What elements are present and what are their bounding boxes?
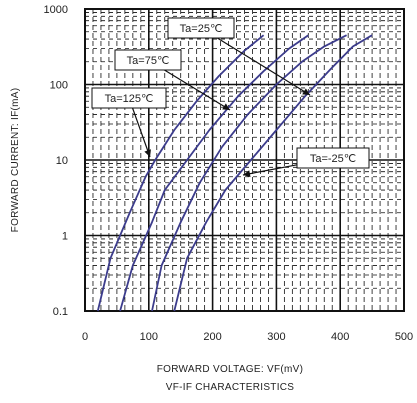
series-line-2 (151, 34, 348, 312)
annotation-group: Ta=25℃ Ta=75℃ Ta=125℃ Ta=-25℃ (91, 17, 370, 178)
annotation-box (91, 87, 167, 109)
series-line-3 (173, 34, 373, 312)
annotation-arrow-head (222, 103, 230, 110)
x-axis-label: FORWARD VOLTAGE: VF(mV) (157, 364, 304, 375)
annotation-box (167, 17, 235, 39)
chart-title: VF-IF CHARACTERISTICS (166, 382, 295, 393)
annotation-label: Ta=125℃ (105, 93, 154, 105)
annotation-label: Ta=-25℃ (310, 153, 356, 165)
annotation-arrow-line (164, 69, 231, 111)
y-axis-label: FORWARD CURRENT: IF(mA) (10, 88, 21, 233)
annotation-box (114, 49, 182, 71)
x-tick-label: 0 (82, 331, 88, 343)
annotation-arrow-head (144, 149, 151, 157)
annotation-arrow-line (131, 107, 151, 158)
x-tick-label: 100 (140, 331, 158, 343)
y-tick-label: 0.1 (53, 306, 68, 318)
y-tick-label: 1000 (44, 4, 68, 16)
series-line-1 (119, 34, 309, 312)
annotation-arrow-head (243, 170, 251, 178)
x-tick-label: 400 (331, 331, 349, 343)
grid-group (84, 8, 405, 312)
series-group (96, 34, 373, 312)
x-tick-label: 300 (267, 331, 285, 343)
annotation-arrow-line (216, 37, 311, 96)
annotation-label: Ta=75℃ (127, 55, 170, 67)
plot-frame (84, 8, 405, 312)
y-tick-label: 100 (50, 80, 68, 92)
annotation-box (296, 147, 370, 169)
y-tick-label: 1 (62, 231, 68, 243)
annotation-arrow-head (302, 88, 310, 95)
x-tick-label: 200 (203, 331, 221, 343)
y-tick-label: 10 (56, 155, 68, 167)
annotation-label: Ta=25℃ (180, 23, 223, 35)
series-line-0 (96, 34, 265, 312)
annotation-arrow-line (242, 164, 298, 176)
x-tick-label: 500 (395, 331, 413, 343)
